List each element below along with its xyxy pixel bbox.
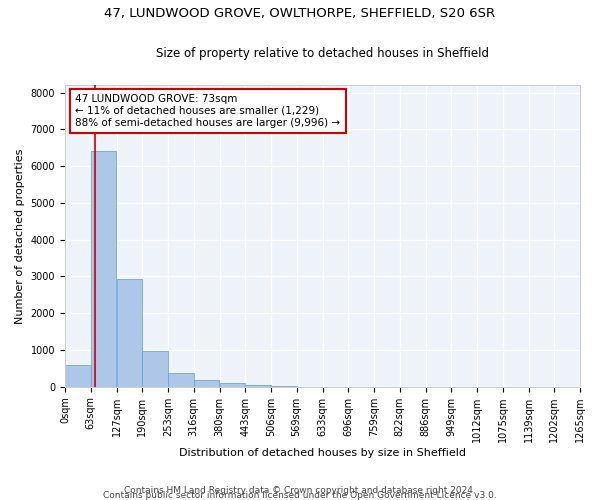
- Bar: [116, 280, 142, 386]
- Text: 47 LUNDWOOD GROVE: 73sqm
← 11% of detached houses are smaller (1,229)
88% of sem: 47 LUNDWOOD GROVE: 73sqm ← 11% of detach…: [75, 94, 340, 128]
- Y-axis label: Number of detached properties: Number of detached properties: [15, 148, 25, 324]
- Bar: [168, 374, 194, 386]
- Bar: [91, 152, 116, 386]
- Bar: [194, 380, 219, 386]
- Bar: [142, 351, 168, 386]
- X-axis label: Distribution of detached houses by size in Sheffield: Distribution of detached houses by size …: [179, 448, 466, 458]
- Text: Contains public sector information licensed under the Open Government Licence v3: Contains public sector information licen…: [103, 490, 497, 500]
- Text: Contains HM Land Registry data © Crown copyright and database right 2024.: Contains HM Land Registry data © Crown c…: [124, 486, 476, 495]
- Bar: [245, 384, 271, 386]
- Bar: [220, 383, 245, 386]
- Bar: [65, 366, 91, 386]
- Title: Size of property relative to detached houses in Sheffield: Size of property relative to detached ho…: [156, 48, 489, 60]
- Text: 47, LUNDWOOD GROVE, OWLTHORPE, SHEFFIELD, S20 6SR: 47, LUNDWOOD GROVE, OWLTHORPE, SHEFFIELD…: [104, 8, 496, 20]
